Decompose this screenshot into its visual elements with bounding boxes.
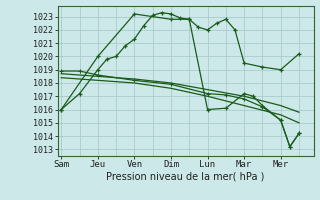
X-axis label: Pression niveau de la mer( hPa ): Pression niveau de la mer( hPa ) xyxy=(107,172,265,182)
